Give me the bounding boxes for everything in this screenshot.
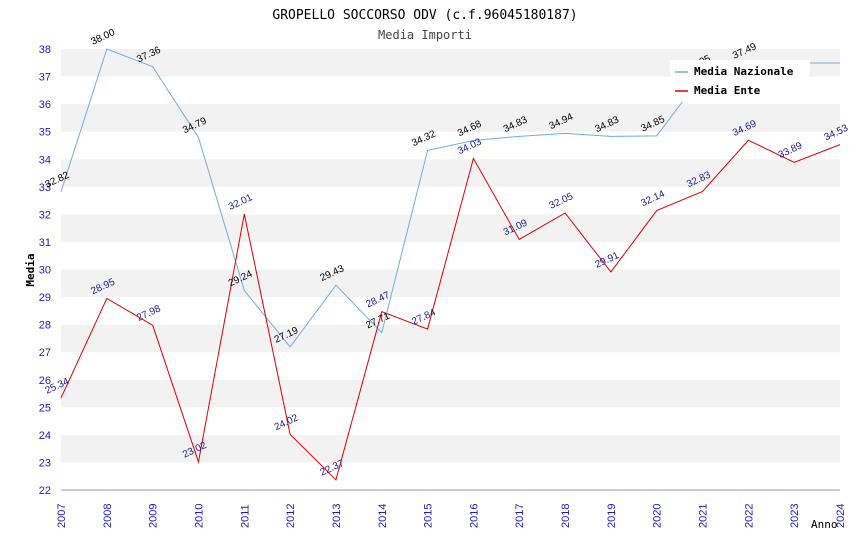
y-tick-label: 22 [39, 485, 51, 497]
y-tick-label: 25 [39, 402, 51, 414]
x-tick-label: 2017 [514, 504, 526, 528]
grid-band [61, 241, 840, 270]
y-tick-label: 26 [39, 375, 51, 387]
x-tick-label: 2009 [148, 504, 160, 528]
y-tick-label: 34 [39, 154, 51, 166]
legend: Media Nazionale Media Ente [670, 60, 810, 102]
grid-band [61, 159, 840, 187]
x-tick-label: 2013 [331, 504, 343, 528]
y-tick-label: 37 [39, 72, 51, 84]
y-tick-label: 35 [39, 127, 51, 139]
x-tick-label: 2020 [652, 504, 664, 528]
grid-band [61, 186, 840, 215]
x-tick-label: 2016 [468, 504, 480, 528]
grid-band [61, 352, 840, 380]
y-tick-label: 27 [39, 347, 51, 359]
chart-subtitle: Media Importi [378, 28, 472, 42]
y-axis-title: Media [24, 253, 37, 286]
chart-title: GROPELLO SOCCORSO ODV (c.f.96045180187) [272, 8, 577, 23]
y-tick-label: 29 [39, 292, 51, 304]
y-tick-label: 32 [39, 209, 51, 221]
legend-background [670, 60, 810, 102]
grid-band [61, 434, 840, 463]
y-tick-label: 38 [39, 44, 51, 56]
x-axis-title: Anno [811, 518, 838, 531]
x-tick-label: 2015 [423, 504, 435, 528]
x-tick-label: 2023 [789, 504, 801, 528]
y-tick-label: 23 [39, 457, 51, 469]
data-label-nazionale: 38.00 [89, 27, 117, 48]
grid-band [61, 214, 840, 242]
x-tick-label: 2007 [56, 504, 68, 528]
x-tick-label: 2010 [193, 504, 205, 528]
legend-label-ente: Media Ente [694, 84, 761, 97]
x-tick-label: 2012 [285, 504, 297, 528]
y-axis-ticks: 22 23 24 25 26 27 28 29 30 31 32 33 34 35 36 37 38 [39, 44, 51, 497]
x-tick-label: 2018 [560, 504, 572, 528]
x-tick-label: 2014 [377, 504, 389, 528]
grid-bands [61, 49, 840, 490]
y-tick-label: 24 [39, 430, 51, 442]
grid-band [61, 407, 840, 435]
grid-band [61, 324, 840, 353]
y-tick-label: 28 [39, 320, 51, 332]
grid-band [61, 104, 840, 132]
x-tick-label: 2022 [743, 504, 755, 528]
y-tick-label: 30 [39, 265, 51, 277]
x-tick-label: 2024 [835, 504, 847, 528]
x-axis-ticks: 2007 2008 2009 2010 2011 2012 2013 2014 2015 2016… [56, 504, 847, 528]
series-line-media-ente [60, 139, 841, 481]
y-tick-label: 36 [39, 99, 51, 111]
grid-band [61, 379, 840, 408]
legend-label-nazionale: Media Nazionale [694, 65, 794, 78]
grid-band [61, 462, 840, 490]
x-tick-label: 2008 [102, 504, 114, 528]
grid-band [61, 297, 840, 325]
y-tick-label: 31 [39, 237, 51, 249]
x-tick-label: 2011 [239, 504, 251, 528]
x-tick-label: 2021 [698, 504, 710, 528]
grid-band [61, 269, 840, 298]
x-tick-label: 2019 [606, 504, 618, 528]
y-tick-label: 33 [39, 182, 51, 194]
